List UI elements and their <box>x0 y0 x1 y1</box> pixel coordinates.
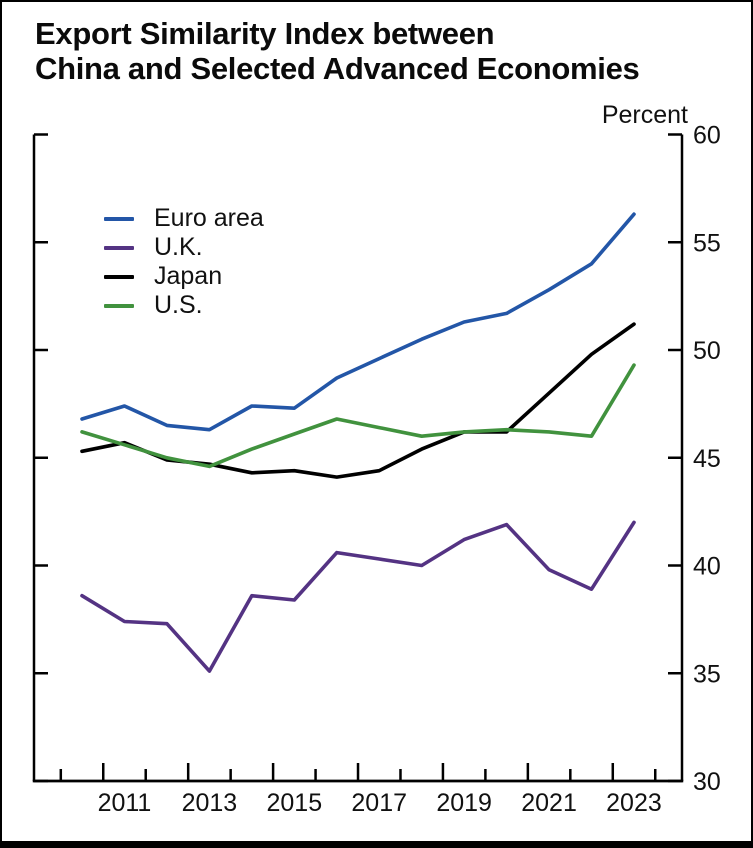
y-tick-label: 55 <box>693 229 721 257</box>
y-tick-label: 45 <box>693 445 721 473</box>
y-tick-label: 30 <box>693 768 721 796</box>
legend-label-u-k: U.K. <box>154 233 203 261</box>
y-tick-label: 35 <box>693 660 721 688</box>
chart-title-line1: Export Similarity Index between <box>35 16 495 51</box>
y-axis-unit-label: Percent <box>601 101 688 129</box>
chart-title: Export Similarity Index between China an… <box>35 16 735 86</box>
x-tick-label: 2021 <box>521 789 577 817</box>
series-line-euro-area <box>80 212 636 432</box>
series-line-japan <box>80 322 636 479</box>
legend-swatch-japan <box>104 274 134 279</box>
legend-label-euro-area: Euro area <box>154 204 264 232</box>
x-tick-label: 2015 <box>266 789 322 817</box>
x-tick-label: 2013 <box>182 789 238 817</box>
legend: Euro area U.K. Japan U.S. <box>104 204 264 320</box>
chart-title-line2: China and Selected Advanced Economies <box>35 51 640 87</box>
legend-swatch-u-k <box>104 245 134 250</box>
y-tick-label: 60 <box>693 122 721 150</box>
x-tick-label: 2017 <box>351 789 407 817</box>
x-tick-label: 2011 <box>98 789 152 817</box>
legend-label-japan: Japan <box>154 262 223 290</box>
x-tick-label: 2019 <box>436 789 492 817</box>
legend-item-euro-area: Euro area <box>104 204 264 233</box>
legend-swatch-u-s <box>104 303 134 308</box>
legend-item-u-s: U.S. <box>104 291 264 320</box>
legend-swatch-euro-area <box>104 216 134 221</box>
x-tick-label: 2023 <box>606 789 662 817</box>
legend-item-japan: Japan <box>104 262 264 291</box>
series-line-u-k <box>80 520 636 673</box>
legend-label-u-s: U.S. <box>154 291 203 319</box>
y-tick-label: 50 <box>693 337 721 365</box>
y-tick-label: 40 <box>693 553 721 581</box>
series-line-u-s <box>80 363 636 469</box>
legend-item-u-k: U.K. <box>104 233 264 262</box>
